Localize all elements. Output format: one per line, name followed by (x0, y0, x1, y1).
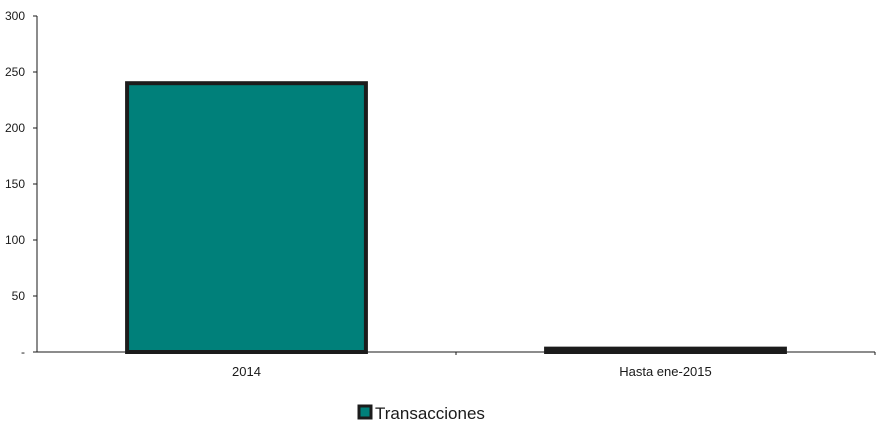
y-tick-label: 300 (5, 9, 25, 23)
legend-swatch-transacciones (357, 404, 373, 420)
x-category-label: 2014 (232, 364, 261, 379)
bars (125, 81, 787, 355)
x-axis-labels: 2014 Hasta ene-2015 (232, 352, 876, 379)
y-tick-label: 150 (5, 177, 25, 191)
y-tick-label: 250 (5, 65, 25, 79)
y-axis-ticks: - 50 100 150 200 250 300 (5, 9, 37, 359)
legend-label-transacciones: Transacciones (375, 404, 485, 423)
y-tick-label: - (21, 345, 25, 359)
x-category-label: Hasta ene-2015 (619, 364, 712, 379)
bar-0 (125, 81, 368, 354)
legend: Transacciones (357, 404, 485, 423)
y-tick-label: 50 (12, 289, 26, 303)
y-tick-label: 100 (5, 233, 25, 247)
bar-1 (544, 346, 787, 355)
y-tick-label: 200 (5, 121, 25, 135)
